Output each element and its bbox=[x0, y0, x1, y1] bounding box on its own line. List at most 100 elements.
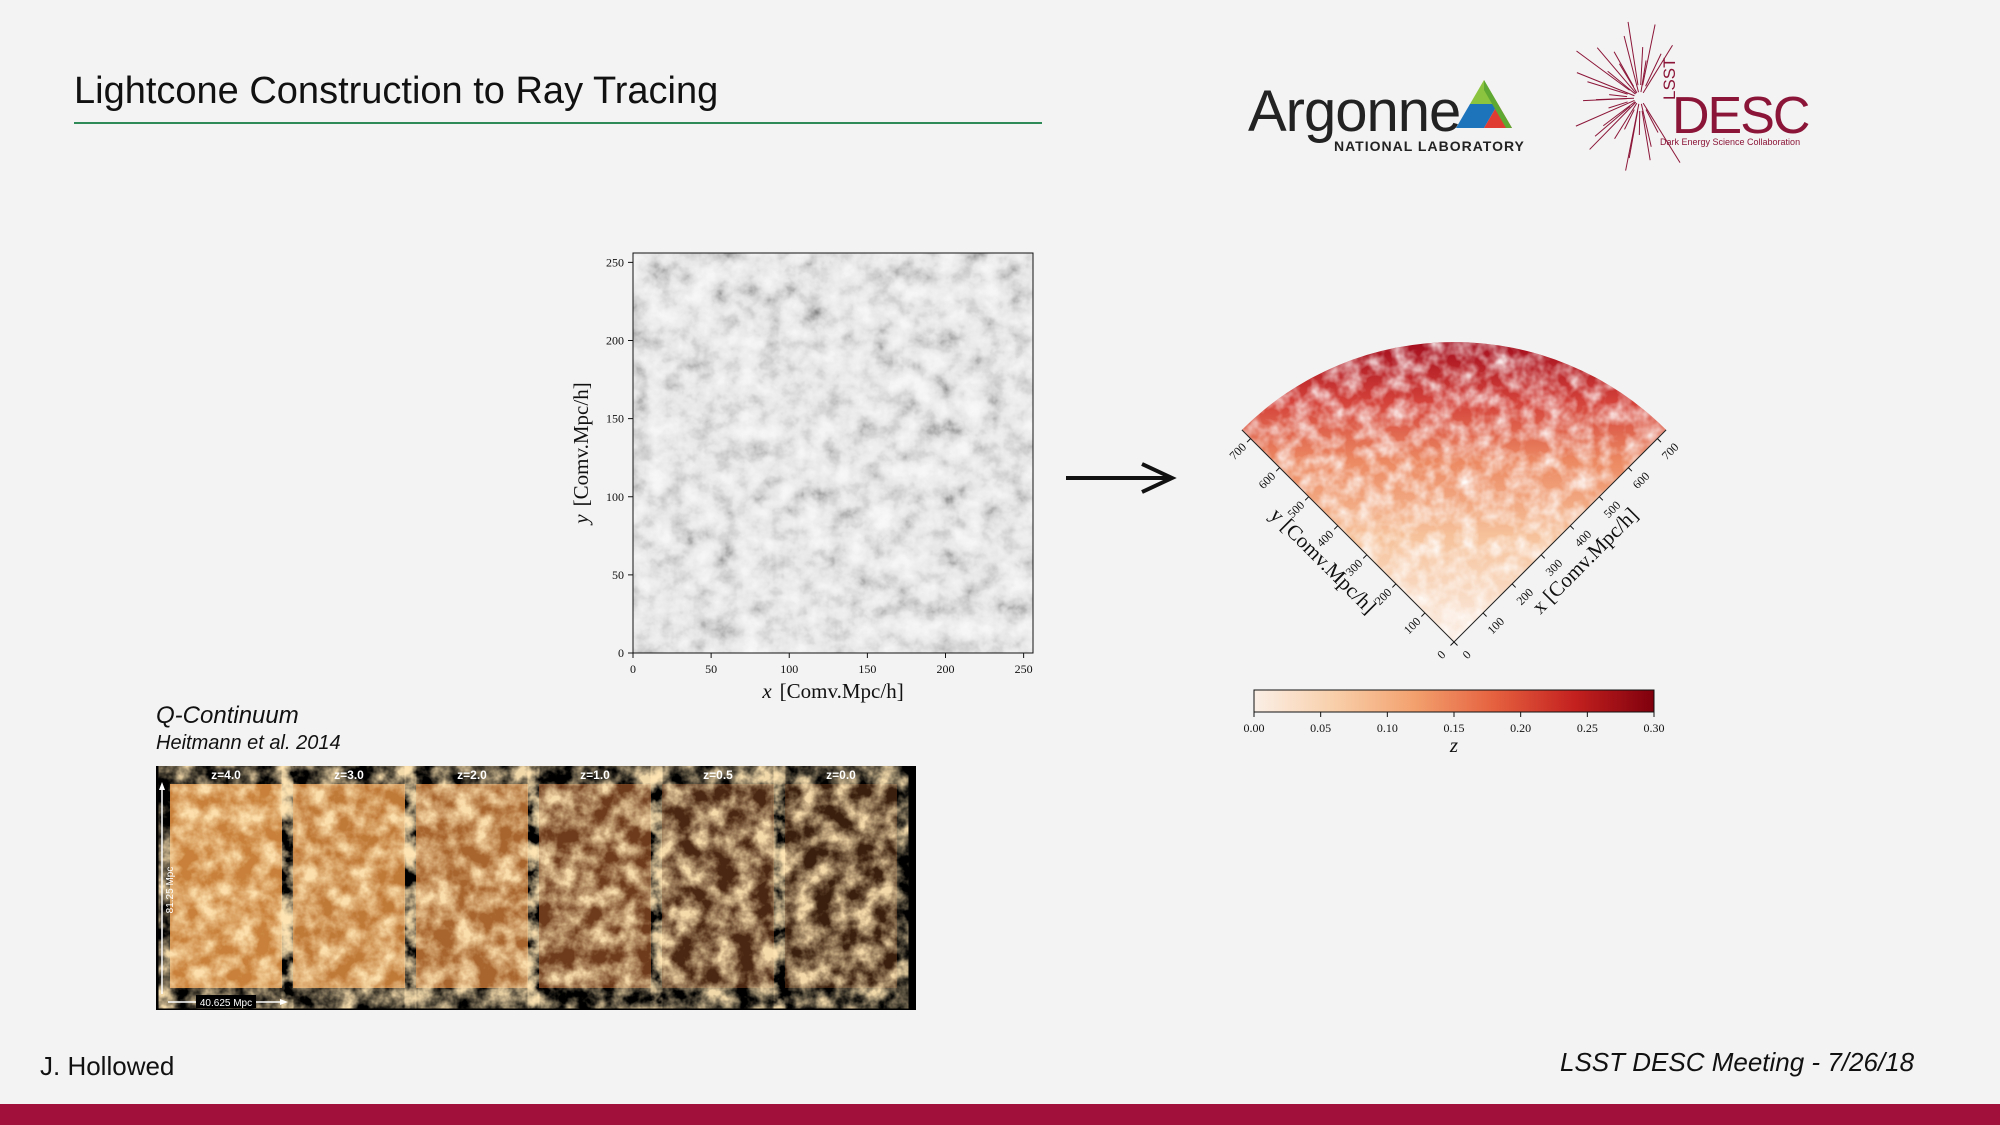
slide-title: Lightcone Construction to Ray Tracing bbox=[74, 70, 719, 112]
box-y-tick-label: 50 bbox=[612, 568, 624, 582]
starburst-ray bbox=[1614, 102, 1638, 139]
snapshot-texture bbox=[416, 784, 528, 988]
lightcone-left-tick bbox=[1421, 612, 1426, 617]
lightcone-right-tick bbox=[1482, 612, 1487, 617]
snapshot-panel: z=4.0 bbox=[170, 768, 282, 988]
lightcone-left-tick bbox=[1304, 496, 1310, 501]
colorbar-tick-label: 0.10 bbox=[1377, 721, 1398, 735]
colorbar-tick-label: 0.05 bbox=[1310, 721, 1331, 735]
starburst-ray bbox=[1624, 109, 1635, 130]
starburst-ray bbox=[1587, 81, 1628, 95]
colorbar-tick-label: 0.25 bbox=[1577, 721, 1598, 735]
starburst-ray bbox=[1627, 21, 1639, 86]
lightcone-right-tick bbox=[1511, 583, 1517, 588]
snapshot-panel: z=1.0 bbox=[539, 768, 651, 988]
width-scale-arrow-right-icon bbox=[280, 999, 288, 1005]
lightcone-left-tick bbox=[1275, 467, 1280, 472]
starburst-ray bbox=[1645, 109, 1659, 133]
colorbar bbox=[1253, 689, 1655, 713]
snapshot-panel: z=3.0 bbox=[293, 768, 405, 988]
starburst-ray bbox=[1576, 72, 1635, 97]
snapshot-label: z=0.5 bbox=[703, 768, 733, 782]
starburst-ray bbox=[1640, 103, 1652, 147]
box-x-tick-label: 0 bbox=[630, 662, 636, 676]
starburst-ray bbox=[1575, 99, 1635, 127]
lightcone-right-tick bbox=[1657, 438, 1662, 443]
colorbar-tick-label: 0.15 bbox=[1444, 721, 1465, 735]
starburst-ray bbox=[1608, 101, 1628, 109]
lightcone-left-tick-label: 600 bbox=[1256, 469, 1279, 492]
snapshot-label: z=3.0 bbox=[334, 768, 364, 782]
box-y-tick-label: 250 bbox=[606, 255, 624, 269]
starburst-ray bbox=[1589, 101, 1637, 150]
snapshot-texture bbox=[170, 784, 282, 988]
lightcone-right-tick-label: 600 bbox=[1630, 469, 1653, 492]
snapshot-panel: z=0.0 bbox=[785, 768, 897, 988]
starburst-ray bbox=[1623, 35, 1639, 93]
q-continuum-name: Q-Continuum bbox=[156, 702, 299, 729]
box-y-tick-label: 150 bbox=[606, 412, 624, 426]
lightcone-right-tick-label: 0 bbox=[1460, 648, 1474, 662]
snapshot-label: z=0.0 bbox=[826, 768, 856, 782]
width-scale-label: 40.625 Mpc bbox=[200, 998, 252, 1009]
lightcone-right-tick-label: 100 bbox=[1484, 614, 1507, 637]
footer-author: J. Hollowed bbox=[40, 1051, 175, 1081]
lightcone-right-tick bbox=[1628, 467, 1633, 472]
box-x-tick-label: 150 bbox=[858, 662, 876, 676]
box-x-tick-label: 50 bbox=[705, 662, 717, 676]
starburst-ray bbox=[1609, 94, 1628, 98]
desc-logo-wordmark: DESC bbox=[1672, 87, 1810, 145]
starburst-ray bbox=[1576, 50, 1630, 91]
box-y-tick-label: 0 bbox=[618, 646, 624, 660]
box-y-axis-label: y[Comv.Mpc/h] bbox=[569, 382, 593, 525]
box-y-tick-label: 200 bbox=[606, 334, 624, 348]
box-y-tick-label: 100 bbox=[606, 490, 624, 504]
snapshot-panel: z=0.5 bbox=[662, 768, 774, 988]
density-map-image bbox=[633, 253, 1033, 653]
lightcone-left-tick bbox=[1391, 583, 1397, 588]
lightcone-right-tick bbox=[1569, 525, 1575, 530]
starburst-ray bbox=[1607, 70, 1636, 95]
lightcone-right-tick-label: 700 bbox=[1659, 440, 1682, 463]
lightcone-right-axis bbox=[1453, 429, 1667, 643]
box-x-axis-label: x [Comv.Mpc/h] bbox=[761, 679, 903, 703]
snapshot-texture bbox=[539, 784, 651, 988]
lightcone-left-tick bbox=[1333, 525, 1339, 530]
q-continuum-reference: Heitmann et al. 2014 bbox=[156, 732, 341, 754]
bottom-accent-bar bbox=[0, 1104, 2000, 1125]
starburst-ray bbox=[1594, 106, 1631, 137]
lightcone-left-tick bbox=[1362, 554, 1368, 559]
desc-starburst-icon bbox=[1575, 21, 1681, 171]
box-x-tick-label: 250 bbox=[1015, 662, 1033, 676]
lightcone-right-tick bbox=[1598, 496, 1604, 501]
snapshot-texture bbox=[785, 784, 897, 988]
colorbar-label: z bbox=[1449, 733, 1458, 757]
starburst-ray bbox=[1640, 60, 1647, 93]
height-scale-label: 81.25 Mpc bbox=[165, 867, 176, 914]
snapshot-panel: z=2.0 bbox=[416, 768, 528, 988]
lightcone-left-tick bbox=[1450, 641, 1455, 646]
box-x-tick-label: 100 bbox=[780, 662, 798, 676]
lightcone-right-tick bbox=[1453, 641, 1458, 646]
lightcone-left-tick-label: 0 bbox=[1434, 648, 1448, 662]
snapshot-texture bbox=[662, 784, 774, 988]
starburst-ray bbox=[1642, 44, 1673, 94]
transform-arrow-icon bbox=[1066, 462, 1177, 494]
starburst-ray bbox=[1613, 51, 1635, 87]
lightcone-left-axis bbox=[1241, 429, 1455, 643]
argonne-logo-subtitle: NATIONAL LABORATORY bbox=[1334, 138, 1525, 154]
starburst-ray bbox=[1641, 110, 1651, 161]
starburst-ray bbox=[1645, 53, 1662, 87]
lightcone-left-tick-label: 100 bbox=[1401, 614, 1424, 637]
snapshot-label: z=2.0 bbox=[457, 768, 487, 782]
box-x-tick-label: 200 bbox=[937, 662, 955, 676]
starburst-ray bbox=[1640, 47, 1644, 86]
argonne-triangle-icon bbox=[1456, 80, 1512, 128]
colorbar-tick-label: 0.20 bbox=[1510, 721, 1531, 735]
starburst-ray bbox=[1596, 97, 1635, 101]
colorbar-tick-label: 0.00 bbox=[1244, 721, 1265, 735]
desc-logo-subtitle: Dark Energy Science Collaboration bbox=[1660, 137, 1801, 147]
starburst-ray bbox=[1642, 102, 1681, 163]
snapshot-label: z=4.0 bbox=[211, 768, 241, 782]
snapshot-label: z=1.0 bbox=[580, 768, 610, 782]
